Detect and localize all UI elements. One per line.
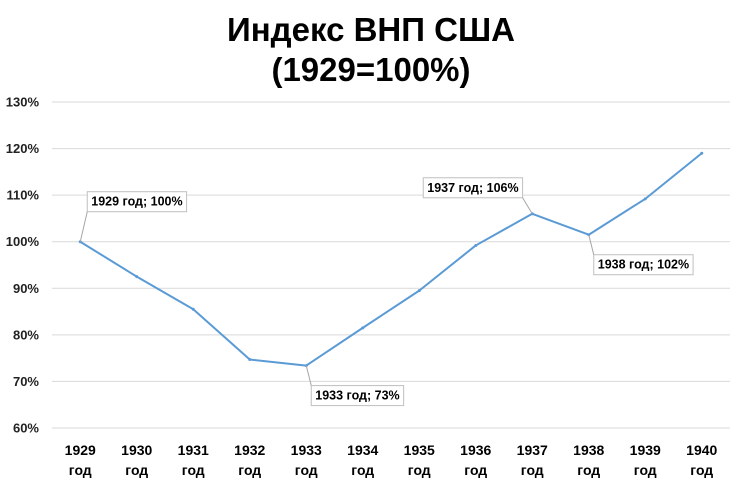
data-label-leader [522, 197, 533, 215]
data-point [135, 275, 139, 279]
y-tick-label: 130% [6, 95, 40, 110]
x-tick-label-unit: год [238, 462, 261, 478]
data-label-box [593, 254, 694, 276]
data-label-leader [305, 365, 312, 386]
y-tick-label: 110% [6, 188, 39, 203]
x-tick-label-year: 1930 [121, 442, 152, 458]
chart-subtitle: (1929=100%) [271, 51, 471, 88]
x-tick-label-year: 1939 [630, 442, 661, 458]
x-tick-label-year: 1937 [517, 442, 548, 458]
x-tick-label-unit: год [634, 462, 657, 478]
data-label-leader [588, 234, 595, 255]
y-tick-label: 100% [6, 234, 40, 249]
x-tick-label-year: 1934 [347, 442, 378, 458]
y-tick-label: 90% [13, 281, 39, 296]
chart-title: Индекс ВНП США [227, 11, 515, 48]
data-label: 1929 год; 100% [91, 195, 182, 209]
data-label: 1933 год; 73% [315, 389, 399, 403]
data-label-box [310, 385, 405, 407]
data-point [417, 289, 421, 293]
x-tick-label-unit: год [690, 462, 713, 478]
data-label-box [86, 191, 188, 213]
data-point [643, 197, 647, 201]
x-tick-label-unit: год [125, 462, 148, 478]
x-tick-label-year: 1936 [460, 442, 491, 458]
data-label: 1938 год; 102% [598, 258, 689, 272]
data-point [474, 243, 478, 247]
x-tick-label-year: 1932 [234, 442, 265, 458]
x-tick-label-unit: год [351, 462, 374, 478]
data-label-leader [79, 211, 88, 242]
data-point [361, 326, 365, 330]
series-line [79, 152, 703, 367]
x-tick-label-unit: год [464, 462, 487, 478]
x-tick-label-year: 1938 [573, 442, 604, 458]
data-point [191, 307, 195, 311]
data-label: 1937 год; 106% [427, 181, 518, 195]
x-tick-label-year: 1933 [291, 442, 322, 458]
data-label-box [422, 177, 524, 199]
x-tick-label-year: 1940 [686, 442, 717, 458]
y-tick-label: 120% [6, 141, 40, 156]
x-tick-label-unit: год [521, 462, 544, 478]
x-tick-label-unit: год [295, 462, 318, 478]
x-tick-label-unit: год [182, 462, 205, 478]
data-point [700, 151, 704, 155]
x-tick-label-unit: год [408, 462, 431, 478]
y-tick-label: 80% [13, 327, 39, 342]
x-tick-label-year: 1929 [65, 442, 96, 458]
x-tick-label-unit: год [577, 462, 600, 478]
data-point [248, 358, 252, 362]
y-tick-label: 70% [13, 374, 39, 389]
x-tick-label-unit: год [69, 462, 92, 478]
x-tick-label-year: 1931 [178, 442, 209, 458]
x-tick-label-year: 1935 [404, 442, 435, 458]
y-tick-label: 60% [13, 421, 39, 436]
